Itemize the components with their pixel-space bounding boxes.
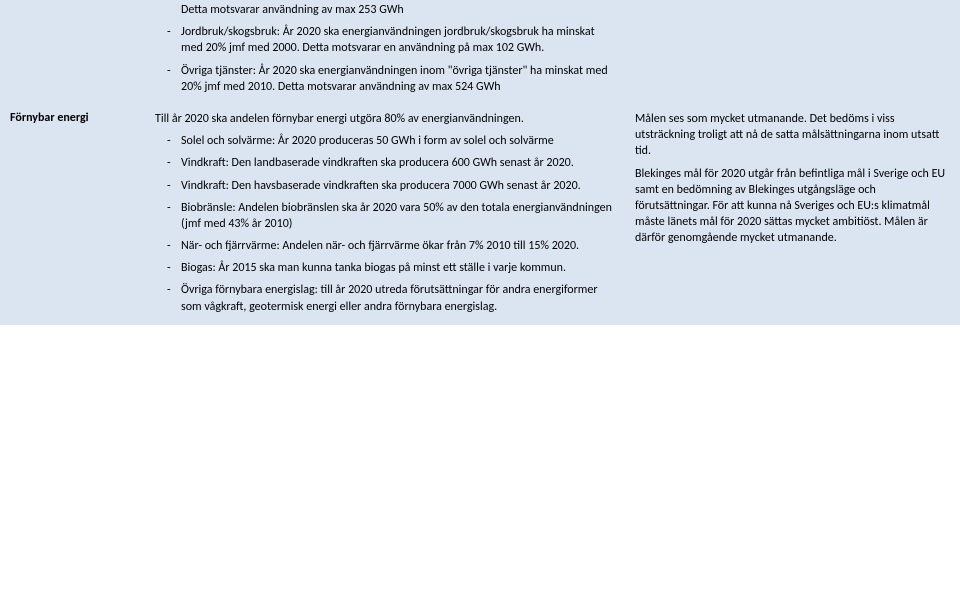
list-item-text: Vindkraft: Den havsbaserade vindkraften … [181,179,581,193]
fornybar-list: Solel och solvärme: År 2020 produceras 5… [155,133,615,315]
fornybar-mid-cell: Till år 2020 ska andelen förnybar energi… [145,105,625,325]
row-top: Detta motsvarar användning av max 253 GW… [0,0,960,105]
document-table: Detta motsvarar användning av max 253 GW… [0,0,960,325]
list-item: Vindkraft: Den landbaserade vindkraften … [155,155,615,171]
list-item-text: Solel och solvärme: År 2020 produceras 5… [181,134,554,148]
assessment-p2: Blekinges mål för 2020 utgår från befint… [635,166,950,247]
top-mid-cell: Detta motsvarar användning av max 253 GW… [145,0,625,105]
list-item-text: Övriga tjänster: År 2020 ska energianvän… [181,64,608,94]
list-item: Övriga förnybara energislag: till år 202… [155,282,615,314]
list-item: Biobränsle: Andelen biobränslen ska år 2… [155,200,615,232]
top-lead-sub: Detta motsvarar användning av max 253 GW… [155,2,615,18]
row-label: Förnybar energi [10,111,89,125]
list-item-text: Jordbruk/skogsbruk: År 2020 ska energian… [181,25,595,55]
list-item: Biogas: År 2015 ska man kunna tanka biog… [155,260,615,276]
list-item-text: Övriga förnybara energislag: till år 202… [181,283,598,313]
top-list: Jordbruk/skogsbruk: År 2020 ska energian… [155,24,615,95]
list-item: När- och fjärrvärme: Andelen när- och fj… [155,238,615,254]
fornybar-intro: Till år 2020 ska andelen förnybar energi… [155,111,615,127]
top-right-cell [625,0,960,105]
list-item: Övriga tjänster: År 2020 ska energianvän… [155,63,615,95]
fornybar-right-cell: Målen ses som mycket utmanande. Det bedö… [625,105,960,325]
list-item: Jordbruk/skogsbruk: År 2020 ska energian… [155,24,615,56]
list-item: Solel och solvärme: År 2020 produceras 5… [155,133,615,149]
list-item-text: Biogas: År 2015 ska man kunna tanka biog… [181,261,566,275]
row-fornybar: Förnybar energi Till år 2020 ska andelen… [0,105,960,325]
assessment-p1: Målen ses som mycket utmanande. Det bedö… [635,111,950,160]
list-item-text: Vindkraft: Den landbaserade vindkraften … [181,156,574,170]
fornybar-label-cell: Förnybar energi [0,105,145,325]
top-label-cell [0,0,145,105]
list-item-text: Biobränsle: Andelen biobränslen ska år 2… [181,201,612,231]
list-item: Vindkraft: Den havsbaserade vindkraften … [155,178,615,194]
list-item-text: När- och fjärrvärme: Andelen när- och fj… [181,239,579,253]
